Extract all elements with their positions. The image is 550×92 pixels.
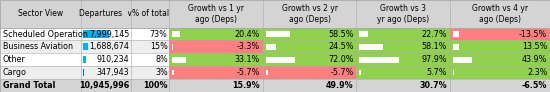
Text: Other: Other	[3, 55, 26, 64]
Bar	[0, 66, 550, 79]
Text: 73%: 73%	[150, 30, 168, 39]
Bar	[266, 70, 268, 75]
Text: 43.9%: 43.9%	[522, 55, 547, 64]
Bar	[359, 31, 369, 37]
Bar	[169, 66, 263, 79]
Bar	[266, 44, 276, 50]
Bar	[356, 28, 450, 40]
Bar	[263, 53, 356, 66]
Bar	[172, 57, 186, 62]
Text: 15%: 15%	[150, 42, 168, 51]
Text: 10,945,996: 10,945,996	[79, 81, 129, 90]
Bar	[172, 31, 180, 37]
Bar	[0, 79, 550, 92]
Bar	[356, 66, 450, 79]
Text: 910,234: 910,234	[97, 55, 129, 64]
Bar	[263, 28, 356, 40]
Text: 30.7%: 30.7%	[420, 81, 447, 90]
Text: 22.7%: 22.7%	[421, 30, 447, 39]
Bar	[450, 53, 550, 66]
Text: 100%: 100%	[143, 81, 168, 90]
Bar	[169, 40, 263, 53]
Text: 49.9%: 49.9%	[326, 81, 354, 90]
Text: Growth vs 4 yr
ago (Deps): Growth vs 4 yr ago (Deps)	[472, 4, 528, 23]
Text: Business Aviation: Business Aviation	[3, 42, 73, 51]
Bar	[0, 40, 550, 53]
Text: 8%: 8%	[155, 55, 168, 64]
Text: Departures  ∨: Departures ∨	[79, 9, 133, 18]
Text: 72.0%: 72.0%	[328, 55, 354, 64]
Text: Grand Total: Grand Total	[3, 81, 55, 90]
Bar	[169, 53, 263, 66]
Bar	[450, 66, 550, 79]
Bar	[83, 69, 84, 76]
Bar	[263, 66, 356, 79]
Text: Cargo: Cargo	[3, 68, 27, 77]
Text: -13.5%: -13.5%	[519, 30, 547, 39]
Bar	[356, 53, 450, 66]
Text: 33.1%: 33.1%	[235, 55, 260, 64]
Text: -5.7%: -5.7%	[330, 68, 354, 77]
Text: 20.4%: 20.4%	[235, 30, 260, 39]
Bar	[453, 44, 459, 50]
Bar	[450, 28, 550, 40]
Text: 2.3%: 2.3%	[527, 68, 547, 77]
Text: -3.3%: -3.3%	[237, 42, 260, 51]
Bar	[83, 56, 86, 63]
Bar	[266, 31, 289, 37]
Bar	[359, 57, 399, 62]
Bar	[453, 70, 454, 75]
Text: Growth vs 2 yr
ago (Deps): Growth vs 2 yr ago (Deps)	[282, 4, 338, 23]
Bar	[453, 57, 472, 62]
Text: Growth vs 3
yr ago (Deps): Growth vs 3 yr ago (Deps)	[377, 4, 429, 23]
Text: 24.5%: 24.5%	[328, 42, 354, 51]
Bar	[83, 43, 89, 50]
Text: Sector View: Sector View	[18, 9, 63, 18]
Bar	[0, 53, 550, 66]
Bar	[356, 40, 450, 53]
Bar	[83, 31, 109, 38]
Text: 7,999,145: 7,999,145	[89, 30, 129, 39]
Text: 13.5%: 13.5%	[522, 42, 547, 51]
Bar	[172, 70, 174, 75]
Text: 1,688,674: 1,688,674	[89, 42, 129, 51]
Bar	[266, 57, 295, 62]
Bar	[0, 28, 550, 40]
Bar	[359, 44, 383, 50]
Text: 5.7%: 5.7%	[427, 68, 447, 77]
Text: % of total: % of total	[131, 9, 169, 18]
Bar	[263, 40, 356, 53]
Text: 97.9%: 97.9%	[421, 55, 447, 64]
Text: 347,943: 347,943	[97, 68, 129, 77]
Bar	[453, 31, 459, 37]
Bar	[450, 40, 550, 53]
Text: 15.9%: 15.9%	[233, 81, 260, 90]
Text: 58.1%: 58.1%	[422, 42, 447, 51]
Text: 58.5%: 58.5%	[328, 30, 354, 39]
Text: Growth vs 1 yr
ago (Deps): Growth vs 1 yr ago (Deps)	[188, 4, 244, 23]
Text: Scheduled Operation: Scheduled Operation	[3, 30, 87, 39]
Text: -5.7%: -5.7%	[236, 68, 260, 77]
Bar	[172, 44, 173, 50]
Bar	[359, 70, 361, 75]
Bar	[169, 28, 263, 40]
Text: 3%: 3%	[155, 68, 168, 77]
Bar	[0, 0, 550, 28]
Text: -6.5%: -6.5%	[522, 81, 547, 90]
